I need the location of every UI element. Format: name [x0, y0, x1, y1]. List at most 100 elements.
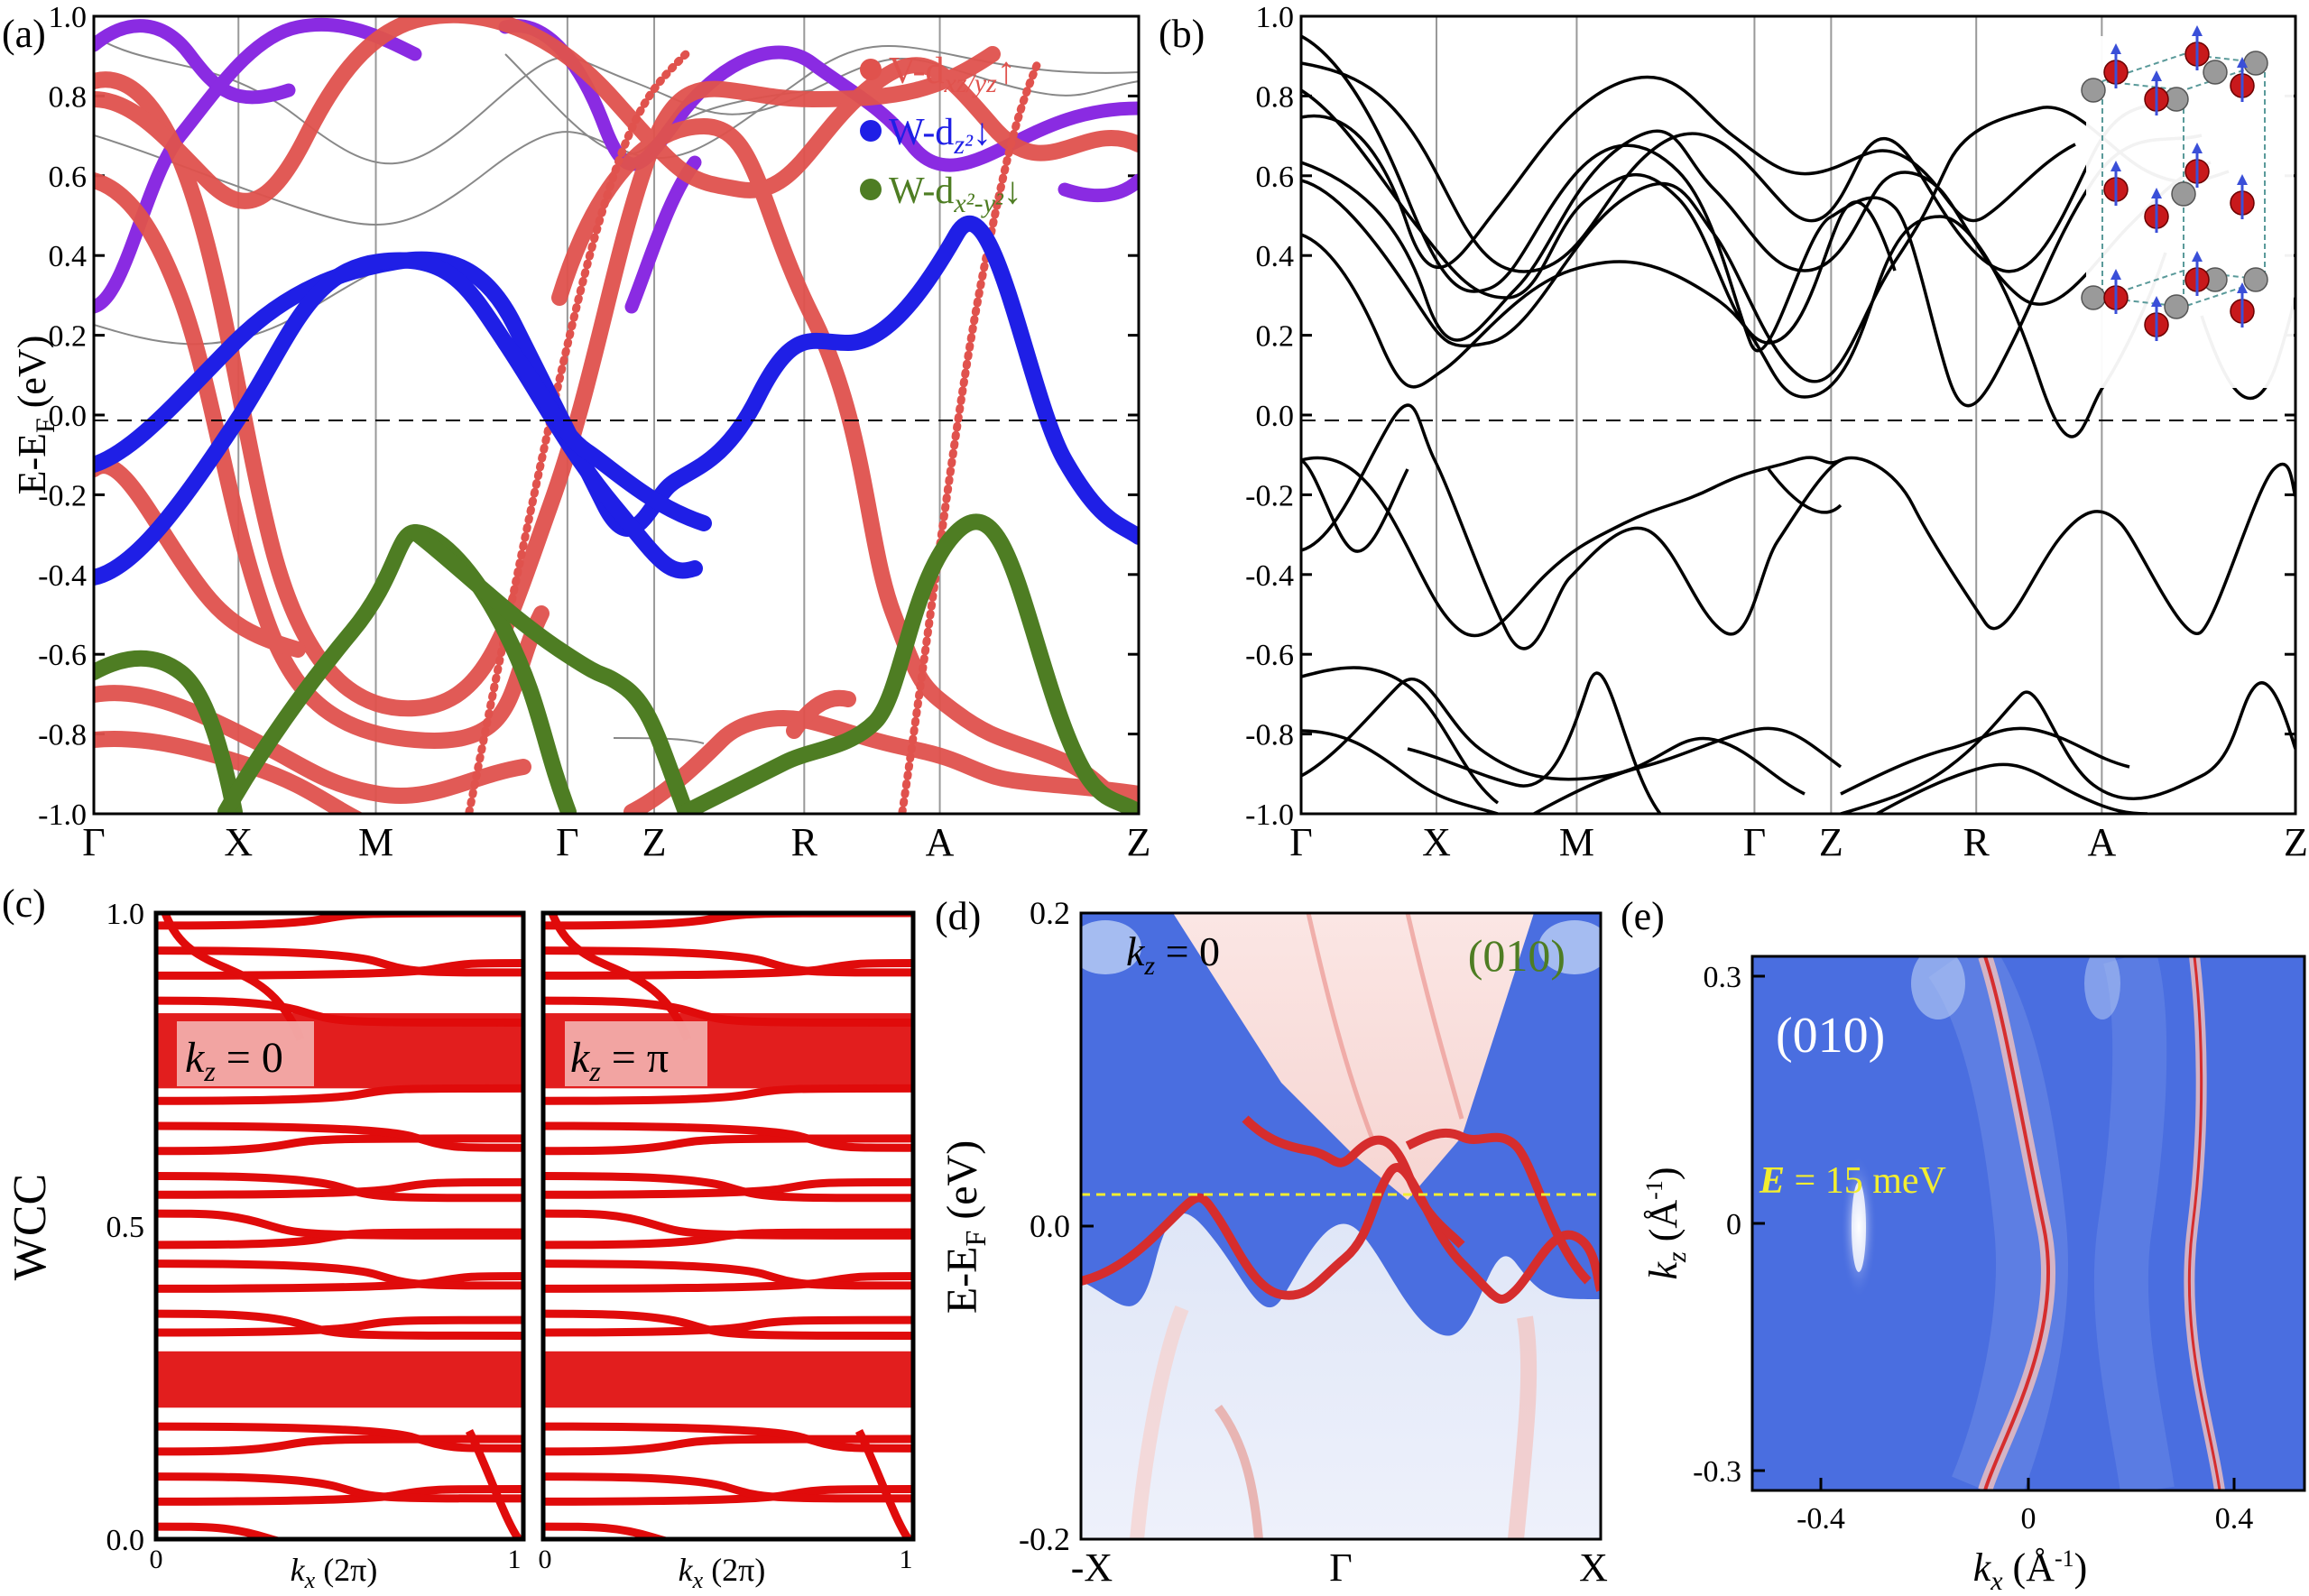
- wcc-line: [156, 946, 523, 977]
- ytick-label: 0.4: [49, 240, 88, 273]
- ytick-label: -0.6: [38, 639, 87, 672]
- wcc-line: [156, 1177, 523, 1199]
- svg-text:W-dz²↓: W-dz²↓: [889, 112, 992, 160]
- ytick-label: -0.4: [1245, 559, 1294, 593]
- wcc-ytick-label: 0.0: [106, 1524, 145, 1557]
- spin-arrow-head: [2192, 25, 2203, 36]
- w-atom: [2243, 51, 2268, 76]
- panel-e-xticks: -0.4 0 0.4: [1796, 1478, 2253, 1536]
- panel-e-energy: E = 15 meV: [1759, 1160, 1946, 1202]
- wcc-line: [543, 1522, 676, 1539]
- ytick-label: 0.4: [1256, 240, 1295, 273]
- spin-arrow-head: [2151, 296, 2162, 307]
- panel-c-label: (c): [2, 881, 46, 926]
- ytick-label: 1.0: [1256, 1, 1295, 34]
- kpath-label: Γ: [1289, 820, 1312, 864]
- e-xtick-label: 0: [2021, 1502, 2037, 1536]
- wcc-line: [156, 1121, 523, 1152]
- panel-e-label: (e): [1621, 894, 1665, 938]
- panel-d: (d) E-EF (eV) kz = 0 (010) -0.2 0.0 0.2 -X…: [935, 894, 1608, 1590]
- wcc1-xlabel: kx (2π): [291, 1552, 378, 1593]
- panel-a-bands: [94, 16, 1139, 814]
- ytick-label: -0.8: [1245, 719, 1294, 752]
- svg-text:V-dxz/yz↑: V-dxz/yz↑: [889, 51, 1016, 98]
- wcc-kzpi-tag: kz = π: [570, 1034, 669, 1087]
- kpath-label: Z: [1126, 820, 1150, 864]
- panel-a: (a) E-EF (eV) -1.0 -0.8 -0.6 -0.4 -0.2 0.0 0.2…: [2, 1, 1150, 864]
- spin-arrow-head: [2237, 174, 2248, 185]
- svg-text:E-EF (eV): E-EF (eV): [10, 336, 60, 495]
- wcc-line: [156, 1472, 523, 1503]
- panel-c-yticks: 0.0 0.5 1.0: [106, 898, 145, 1557]
- ytick-label: -1.0: [38, 798, 87, 832]
- kpath-label: Γ: [1743, 820, 1766, 864]
- wcc-line: [543, 1171, 913, 1203]
- panel-e-surface: (010): [1776, 1008, 1885, 1064]
- wcc-line: [543, 1435, 913, 1456]
- e-ytick-label: 0: [1726, 1208, 1741, 1241]
- wcc-line: [156, 1259, 523, 1290]
- kpath-label: Z: [1819, 820, 1843, 864]
- spin-arrow-head: [2237, 57, 2248, 68]
- kpath-label: R: [1963, 820, 1990, 864]
- wcc-ytick-label: 1.0: [106, 898, 145, 931]
- wcc-line: [161, 913, 305, 1041]
- spin-arrow-head: [2110, 269, 2121, 280]
- d-xtick-label: -X: [1071, 1545, 1113, 1590]
- wcc-subplot-kz0: kz = 0 0 1 kx (2π): [150, 910, 526, 1593]
- wcc-line: [156, 1522, 288, 1539]
- wcc-line: [543, 1259, 913, 1290]
- ytick-label: -0.2: [1245, 479, 1294, 512]
- wcc-line: [543, 1121, 913, 1152]
- ytick-label: 0.6: [49, 161, 88, 194]
- wcc-line: [543, 1422, 913, 1453]
- spin-arrow-head: [2192, 251, 2203, 262]
- panel-a-ylabel: E-EF (eV): [10, 336, 60, 495]
- ytick-label: -0.2: [38, 479, 87, 512]
- ytick-label: -0.4: [38, 559, 87, 593]
- d-ytick-label: 0.2: [1030, 895, 1070, 931]
- kpath-label: Z: [642, 820, 667, 864]
- kpath-label: A: [2087, 820, 2116, 864]
- wcc-subplot-kzpi: kz = π 0 1 kx (2π): [539, 910, 916, 1593]
- panel-e-xlabel: kx (Å-1): [1973, 1545, 2088, 1596]
- panel-e-ylabel: kz (Å-1): [1641, 1167, 1692, 1280]
- d-ytick-label: 0.0: [1030, 1208, 1070, 1244]
- wcc-line: [854, 1428, 912, 1539]
- panel-d-xticks: -X Γ X: [1071, 1545, 1608, 1590]
- panel-d-surface: (010): [1468, 930, 1566, 981]
- wcc-line: [543, 1309, 913, 1340]
- wcc-line: [543, 1315, 913, 1337]
- d-xtick-label: X: [1579, 1545, 1608, 1590]
- ytick-label: 0.0: [1256, 400, 1295, 433]
- kpath-label: M: [1559, 820, 1594, 864]
- ytick-label: 0.8: [49, 80, 88, 114]
- panel-b-label: (b): [1159, 12, 1205, 56]
- panel-a-label: (a): [2, 12, 46, 56]
- wcc-line: [156, 1084, 523, 1105]
- ytick-label: 0.0: [49, 400, 88, 433]
- panel-d-label: (d): [935, 894, 981, 938]
- wcc-dense-band: [543, 1351, 913, 1408]
- wcc-line: [156, 1171, 523, 1203]
- svg-text:E-EF (eV): E-EF (eV): [938, 1140, 992, 1314]
- wcc-dense-band: [156, 1351, 523, 1408]
- spin-arrow-head: [2192, 143, 2203, 153]
- panel-e-yticks: -0.3 0 0.3: [1693, 961, 1765, 1489]
- ytick-label: -0.8: [38, 719, 87, 752]
- wcc-line: [543, 996, 913, 1027]
- wcc-ytick-label: 0.5: [106, 1211, 145, 1244]
- wcc-line: [156, 1209, 523, 1240]
- w-atom: [2203, 60, 2228, 85]
- wcc2-xlabel: kx (2π): [679, 1552, 766, 1593]
- ytick-label: -1.0: [1245, 798, 1294, 832]
- legend-w-dx2: W-dx²-y²↓: [860, 171, 1022, 218]
- wcc-line: [548, 913, 692, 1041]
- kpath-label: Γ: [556, 820, 578, 864]
- spin-arrow-head: [2151, 188, 2162, 198]
- wcc-line: [543, 1134, 913, 1156]
- wcc-line: [156, 1315, 523, 1337]
- kpath-label: X: [224, 820, 253, 864]
